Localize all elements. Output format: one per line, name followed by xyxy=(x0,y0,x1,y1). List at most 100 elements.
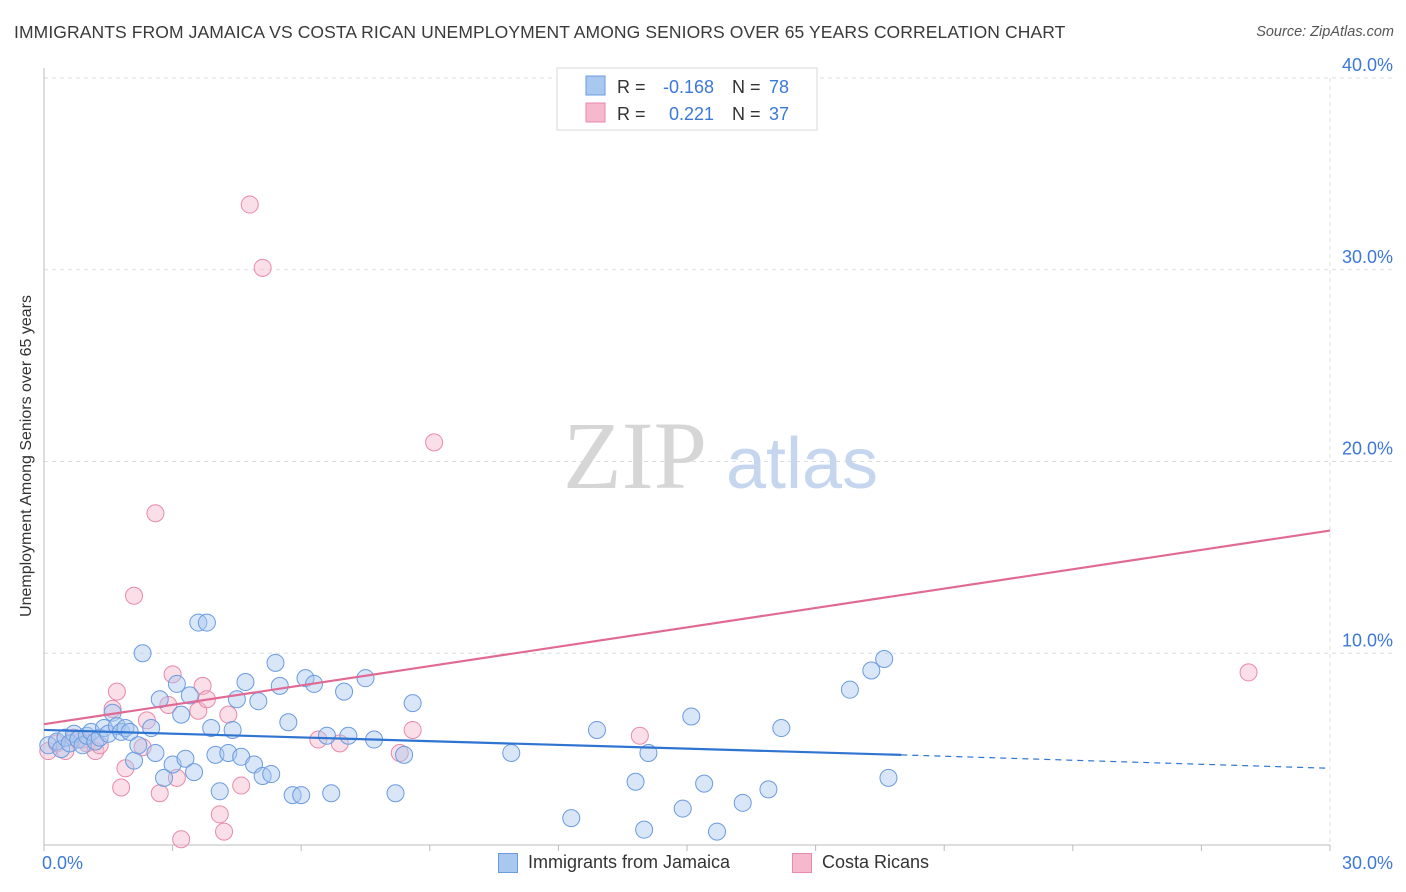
costa-ricans-point xyxy=(630,726,649,745)
legend-top-n-value-1: 78 xyxy=(769,77,789,97)
jamaica-point xyxy=(862,661,881,680)
jamaica-point xyxy=(249,692,268,711)
jamaica-point xyxy=(236,673,255,692)
jamaica-point xyxy=(322,784,341,803)
jamaica-point xyxy=(176,749,195,768)
jamaica-point xyxy=(356,669,375,688)
tick-labels: 10.0% 20.0% 30.0% 40.0% 0.0% 30.0% xyxy=(42,55,1393,873)
jamaica-point xyxy=(210,782,229,801)
jamaica-point xyxy=(167,674,186,693)
legend-top-n-value-2: 37 xyxy=(769,104,789,124)
legend-top: R = -0.168 N = 78 R = 0.221 N = 37 xyxy=(556,67,818,131)
jamaica-point xyxy=(146,743,165,762)
watermark-zip: ZIP xyxy=(563,402,707,509)
jamaica-point xyxy=(339,726,358,745)
legend-label-costa-ricans: Costa Ricans xyxy=(822,852,930,872)
legend-swatch-jamaica xyxy=(498,852,518,873)
x-tick-label-min: 0.0% xyxy=(42,853,83,873)
jamaica-point xyxy=(759,780,778,799)
costa-ricans-point xyxy=(150,784,169,803)
jamaica-point xyxy=(202,719,221,738)
costa-ricans-point xyxy=(125,586,144,605)
jamaica-point xyxy=(262,765,281,784)
jamaica-point xyxy=(155,768,174,787)
jamaica-point xyxy=(587,720,606,739)
costa-ricans-point xyxy=(193,676,212,695)
jamaica-point xyxy=(133,644,152,663)
jamaica-point xyxy=(185,763,204,782)
jamaica-point xyxy=(395,745,414,764)
legend-item-costa-ricans: Costa Ricans xyxy=(792,852,929,873)
jamaica-trend-line xyxy=(43,728,902,756)
jamaica-point xyxy=(317,726,336,745)
jamaica-trend-extension xyxy=(901,754,1331,769)
costa-ricans-point xyxy=(215,822,234,841)
costa-ricans-point xyxy=(253,258,272,277)
jamaica-point xyxy=(223,720,242,739)
jamaica-point xyxy=(270,676,289,695)
jamaica-points xyxy=(39,613,898,841)
costa-ricans-point xyxy=(172,830,191,849)
legend-top-r-label-1: R = xyxy=(617,77,646,97)
chart-title: IMMIGRANTS FROM JAMAICA VS COSTA RICAN U… xyxy=(14,22,1066,42)
jamaica-point xyxy=(733,793,752,812)
costa-ricans-point xyxy=(146,504,165,523)
costa-ricans-point xyxy=(112,778,131,797)
source-label: Source: ZipAtlas.com xyxy=(1256,24,1394,40)
costa-ricans-point xyxy=(403,720,422,739)
costa-ricans-point xyxy=(240,195,259,214)
legend-top-pink-swatch xyxy=(585,102,606,123)
costa-ricans-point xyxy=(309,730,328,749)
jamaica-point xyxy=(180,686,199,705)
trend-lines xyxy=(43,529,1331,769)
watermark-atlas: atlas xyxy=(726,424,878,504)
jamaica-point xyxy=(562,809,581,828)
jamaica-point xyxy=(682,707,701,726)
costa-ricans-point xyxy=(163,665,182,684)
jamaica-point xyxy=(386,784,405,803)
legend-top-r-label-2: R = xyxy=(617,104,646,124)
legend-top-blue-swatch xyxy=(585,75,606,96)
jamaica-point xyxy=(279,713,298,732)
jamaica-point xyxy=(772,719,791,738)
jamaica-point xyxy=(129,736,148,755)
legend-item-jamaica: Immigrants from Jamaica xyxy=(498,852,730,873)
legend-top-n-label-2: N = xyxy=(732,104,761,124)
y-tick-label: 20.0% xyxy=(1342,439,1393,459)
legend-bottom: Immigrants from Jamaica Costa Ricans xyxy=(0,852,1406,878)
costa-ricans-point xyxy=(210,805,229,824)
watermark: ZIP atlas xyxy=(563,402,878,509)
jamaica-point xyxy=(90,728,109,747)
jamaica-point xyxy=(875,650,894,669)
legend-label-jamaica: Immigrants from Jamaica xyxy=(528,852,731,872)
grid-lines xyxy=(44,77,1392,845)
legend-top-r-value-1: -0.168 xyxy=(663,77,714,97)
jamaica-point xyxy=(197,613,216,632)
y-tick-label: 10.0% xyxy=(1342,630,1393,650)
y-tick-label: 40.0% xyxy=(1342,55,1393,75)
jamaica-point xyxy=(335,682,354,701)
jamaica-point xyxy=(695,774,714,793)
jamaica-point xyxy=(635,820,654,839)
jamaica-point xyxy=(879,768,898,787)
jamaica-point xyxy=(840,680,859,699)
costa-ricans-point xyxy=(1239,663,1258,682)
costa-ricans-trend-line xyxy=(43,529,1331,726)
jamaica-point xyxy=(708,822,727,841)
jamaica-point xyxy=(403,694,422,713)
costa-ricans-point xyxy=(167,768,186,787)
legend-swatch-costa-ricans xyxy=(792,852,812,873)
costa-ricans-point xyxy=(232,776,251,795)
y-tick-label: 30.0% xyxy=(1342,247,1393,267)
jamaica-point xyxy=(296,669,315,688)
jamaica-point xyxy=(502,743,521,762)
jamaica-point xyxy=(266,653,285,672)
costa-ricans-point xyxy=(425,433,444,452)
legend-top-n-label-1: N = xyxy=(732,77,761,97)
legend-top-r-value-2: 0.221 xyxy=(669,104,714,124)
x-tick-label-max: 30.0% xyxy=(1342,853,1393,873)
jamaica-point xyxy=(52,740,71,759)
costa-ricans-point xyxy=(107,682,126,701)
jamaica-point xyxy=(172,705,191,724)
